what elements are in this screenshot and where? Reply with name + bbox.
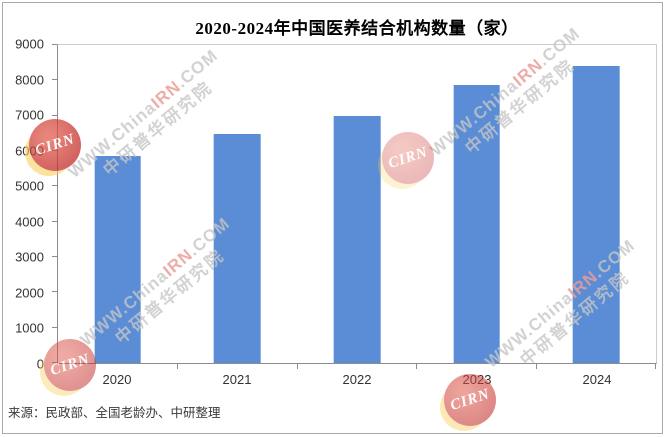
x-tick-mark (296, 364, 298, 369)
y-tick-label: 3000 (15, 249, 44, 265)
y-tick-mark (52, 220, 57, 222)
x-tick-label: 2021 (222, 372, 252, 387)
chart-title: 2020-2024年中国医养结合机构数量（家） (195, 19, 519, 38)
y-tick-mark (52, 44, 57, 45)
bar-2023 (453, 84, 500, 363)
y-axis-labels: 0 1000 2000 3000 4000 5000 6000 7000 8000 9000 (0, 38, 50, 371)
x-axis-labels: 2020 2021 2022 2023 2024 (57, 372, 657, 387)
y-tick-mark (52, 150, 57, 151)
x-tick-mark (535, 364, 537, 369)
x-tick-mark (177, 364, 179, 369)
bar-cell-2021 (178, 45, 298, 369)
y-tick-label: 5000 (15, 178, 44, 194)
bar-cell-2020 (58, 45, 179, 369)
bar-cell-2022 (297, 45, 418, 369)
y-tick-label: 8000 (15, 72, 44, 88)
y-tick-label: 0 (36, 356, 44, 372)
y-tick-mark (52, 256, 57, 257)
y-tick-label: 2000 (15, 285, 44, 301)
y-tick-mark (52, 291, 57, 293)
y-tick-mark (52, 79, 57, 81)
x-tick-label: 2024 (582, 372, 612, 387)
y-tick-label: 9000 (15, 36, 44, 52)
bar-cell-2023 (417, 45, 537, 369)
x-tick-label: 2022 (342, 372, 372, 387)
y-tick-label: 4000 (15, 214, 44, 230)
y-tick-label: 1000 (15, 320, 44, 336)
y-tick-label: 7000 (15, 107, 44, 123)
source-note: 来源：民政部、全国老龄办、中研整理 (8, 406, 221, 420)
bar-2020 (94, 156, 142, 363)
y-tick-mark (52, 326, 57, 328)
plot-area (52, 44, 657, 369)
bar-2024 (572, 66, 620, 363)
bar-cell-2024 (536, 45, 657, 369)
bars-row (58, 45, 657, 369)
y-tick-label: 6000 (15, 143, 44, 159)
x-tick-mark (655, 364, 657, 369)
x-tick-label: 2023 (462, 372, 492, 387)
y-tick-mark (52, 362, 57, 363)
bar-2021 (214, 133, 261, 363)
x-tick-mark (416, 364, 418, 369)
x-tick-label: 2020 (102, 372, 132, 387)
bar-2022 (333, 116, 381, 363)
y-tick-mark (52, 114, 57, 116)
y-tick-mark (52, 185, 57, 187)
